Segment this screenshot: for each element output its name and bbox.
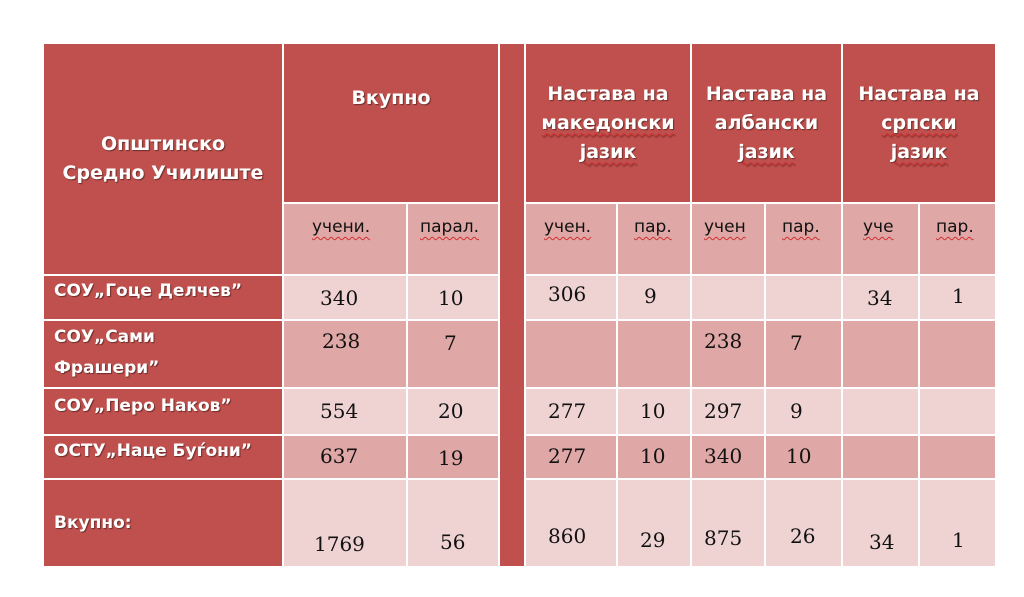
header-school-line2: Средно Училиште (62, 162, 264, 184)
row-4-sr-students (843, 436, 918, 478)
row-1-al-classes (766, 276, 841, 319)
header-al-line3: јазик (738, 140, 795, 163)
row-3-al-students: 297 (692, 389, 764, 434)
row-2-mk-students (526, 321, 616, 387)
row-4-total-students: 637 (284, 436, 406, 478)
row-1-mk-classes: 9 (618, 276, 690, 319)
subheader-total-students: учени. (284, 204, 406, 274)
row-2-mk-classes (618, 321, 690, 387)
row-1-total-students: 340 (284, 276, 406, 319)
header-mk-line3: јазик (579, 140, 637, 163)
header-school-line1: Општинско (100, 133, 226, 155)
row-2-total-students: 238 (284, 321, 406, 387)
header-school: Општинско Средно Училиште (44, 44, 282, 274)
header-total: Вкупно (284, 44, 498, 202)
row-3-mk-students: 277 (526, 389, 616, 434)
row-4-school: ОСТУ„Наце Буѓони” (44, 436, 282, 478)
subheader-al-classes: пар. (766, 204, 841, 274)
totals-al-students: 875 (692, 480, 764, 566)
row-1-school: СОУ„Гоце Делчев” (44, 276, 282, 319)
subheader-mk-students: учен. (526, 204, 616, 274)
totals-mk-classes: 29 (618, 480, 690, 566)
row-3-total-classes: 20 (408, 389, 498, 434)
header-al-line2: албански (714, 111, 819, 134)
school-statistics-table: Општинско Средно Училиште Вкупно Настава… (44, 44, 995, 566)
row-3-total-students: 554 (284, 389, 406, 434)
row-4-total-classes: 19 (408, 436, 498, 478)
row-2-sr-students (843, 321, 918, 387)
row-2-sr-classes (920, 321, 995, 387)
subheader-total-classes: парал. (408, 204, 498, 274)
row-4-al-students: 340 (692, 436, 764, 478)
row-3-mk-classes: 10 (618, 389, 690, 434)
totals-sr-students: 34 (843, 480, 918, 566)
totals-sr-classes: 1 (920, 480, 995, 566)
header-al-line1: Настава на (705, 82, 828, 105)
header-total-label: Вкупно (351, 87, 431, 109)
subheader-sr-students: уче (843, 204, 918, 274)
header-albanian: Настава на албански јазик (692, 44, 841, 202)
row-1-sr-classes: 1 (920, 276, 995, 319)
row-2-school: СОУ„Сами Фрашери” (44, 321, 282, 387)
header-serbian: Настава на српски јазик (843, 44, 995, 202)
totals-mk-students: 860 (526, 480, 616, 566)
totals-total-classes: 56 (408, 480, 498, 566)
header-sr-line3: јазик (890, 140, 948, 163)
row-2-school-line2: Фрашери” (54, 358, 160, 378)
totals-al-classes: 26 (766, 480, 841, 566)
row-3-school: СОУ„Перо Наков” (44, 389, 282, 434)
subheader-sr-classes: пар. (920, 204, 995, 274)
row-1-sr-students: 34 (843, 276, 918, 319)
header-sr-line2: српски (881, 111, 957, 134)
row-3-al-classes: 9 (766, 389, 841, 434)
row-4-al-classes: 10 (766, 436, 841, 478)
row-3-sr-students (843, 389, 918, 434)
totals-total-students: 1769 (284, 480, 406, 566)
totals-label: Вкупно: (44, 480, 282, 566)
row-2-total-classes: 7 (408, 321, 498, 387)
subheader-al-students: учен (692, 204, 764, 274)
row-4-mk-students: 277 (526, 436, 616, 478)
row-4-sr-classes (920, 436, 995, 478)
column-separator (500, 44, 524, 566)
subheader-mk-classes: пар. (618, 204, 690, 274)
row-2-al-students: 238 (692, 321, 764, 387)
row-1-mk-students: 306 (526, 276, 616, 319)
header-mk-line2: македонски (541, 111, 675, 134)
row-1-total-classes: 10 (408, 276, 498, 319)
header-mk-line1: Настава на (547, 82, 669, 105)
row-1-al-students (692, 276, 764, 319)
header-macedonian: Настава на македонски јазик (526, 44, 690, 202)
row-3-sr-classes (920, 389, 995, 434)
row-4-mk-classes: 10 (618, 436, 690, 478)
row-2-al-classes: 7 (766, 321, 841, 387)
header-sr-line1: Настава на (858, 82, 980, 105)
row-2-school-line1: СОУ„Сами (54, 327, 155, 347)
